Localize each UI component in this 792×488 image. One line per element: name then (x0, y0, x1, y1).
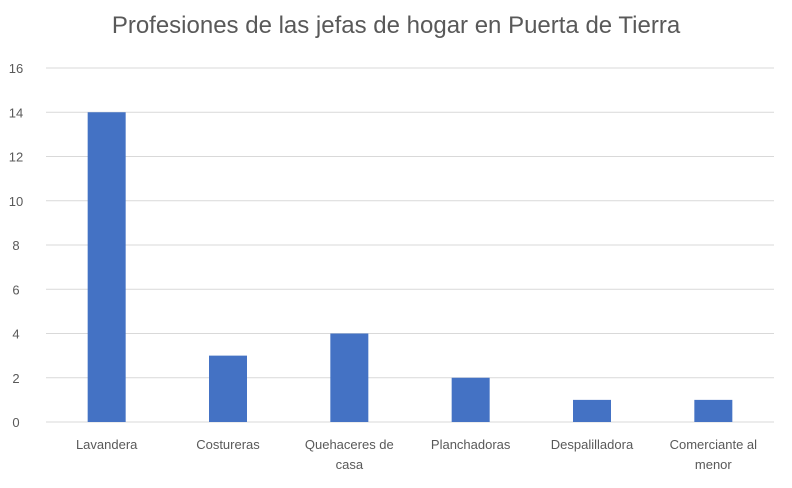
x-tick-label: Comerciante al menor (670, 437, 758, 472)
x-tick-label: Planchadoras (431, 437, 511, 452)
chart-title: Profesiones de las jefas de hogar en Pue… (111, 12, 681, 39)
y-tick-label: 2 (12, 371, 19, 386)
x-tick-label: Despalilladora (551, 437, 634, 452)
y-tick-label: 16 (9, 61, 23, 76)
x-tick-label: Quehaceres de casa (305, 437, 394, 472)
x-tick-label: Lavandera (76, 437, 138, 452)
bar (87, 112, 126, 422)
y-tick-label: 8 (12, 238, 19, 253)
bar (330, 333, 369, 422)
y-tick-label: 12 (9, 150, 23, 165)
bar (694, 399, 733, 422)
bar (573, 399, 611, 422)
x-tick-label: Costureras (196, 437, 260, 452)
y-tick-label: 6 (12, 282, 19, 297)
y-tick-label: 10 (9, 194, 23, 209)
y-tick-label: 14 (9, 105, 23, 120)
y-tick-label: 4 (12, 327, 19, 342)
bar (451, 377, 490, 422)
y-tick-label: 0 (12, 415, 19, 430)
bar (209, 355, 247, 422)
